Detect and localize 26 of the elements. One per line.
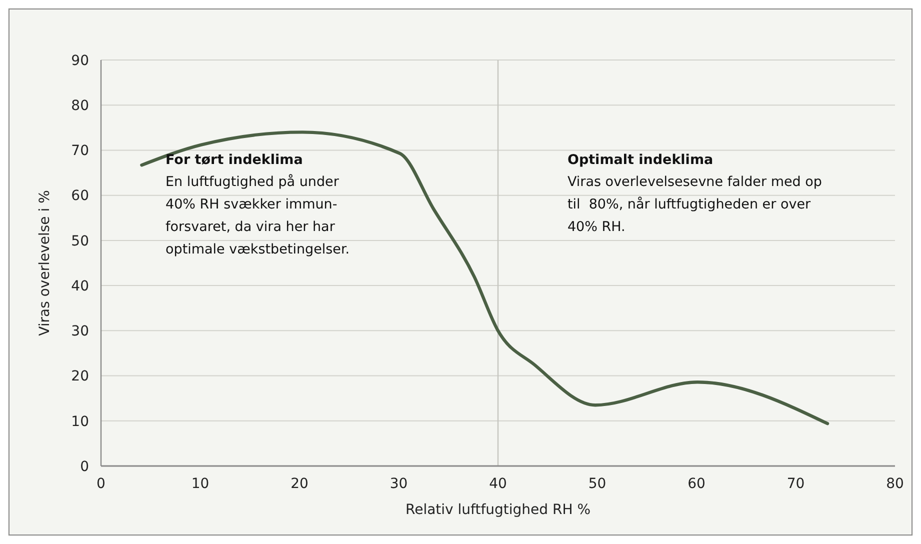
x-tick-label: 0 xyxy=(96,476,106,492)
y-tick-label: 10 xyxy=(71,414,89,430)
x-tick-label: 50 xyxy=(588,476,606,492)
x-tick-label: 10 xyxy=(191,476,210,492)
y-tick-label: 40 xyxy=(71,278,89,294)
annotation: En luftfugtighed på under 40% RH svækker immun- forsvaret, da vira her har optimale vækstbetingelser. xyxy=(166,174,350,258)
y-tick-label: 90 xyxy=(71,52,89,69)
y-tick-label: 30 xyxy=(71,324,89,340)
x-tick-label: 30 xyxy=(390,476,408,492)
y-axis-title: Viras overlevelse i % xyxy=(37,190,53,336)
annotation: Viras overlevelsesevne falder med op til 80%, når luftfugtigheden er over 40% RH. xyxy=(567,174,822,235)
annotation: Optimalt indeklima xyxy=(567,152,714,168)
y-tick-label: 20 xyxy=(71,368,89,385)
y-tick-label: 70 xyxy=(71,143,89,160)
x-tick-label: 70 xyxy=(786,476,805,492)
x-tick-label: 20 xyxy=(290,476,308,492)
line-series xyxy=(140,130,830,426)
y-tick-label: 80 xyxy=(71,98,89,114)
y-tick-label: 50 xyxy=(71,233,89,250)
x-axis-title: Relativ luftfugtighed RH % xyxy=(405,502,591,518)
x-tick-label: 80 xyxy=(886,476,904,492)
annotation: For tørt indeklima xyxy=(166,152,303,168)
y-tick-label: 60 xyxy=(71,188,89,204)
x-tick-label: 60 xyxy=(688,476,706,492)
x-tick-label: 40 xyxy=(489,476,507,492)
y-tick-label: 0 xyxy=(80,458,89,475)
